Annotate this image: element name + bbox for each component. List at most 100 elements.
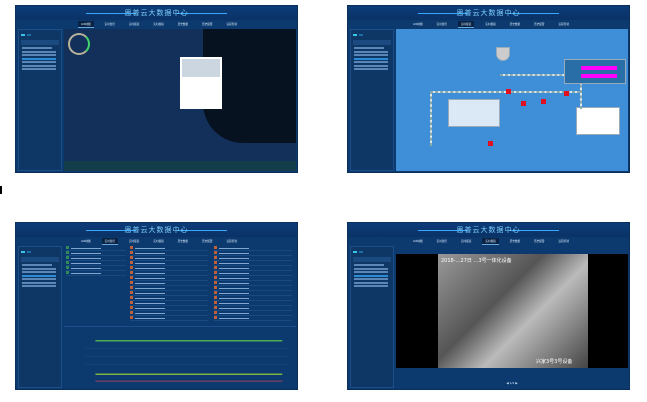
device-tree-item[interactable] — [22, 285, 56, 287]
table-row — [130, 261, 208, 266]
nav-tab[interactable]: 历史报警 — [534, 23, 545, 26]
device-tree-item[interactable] — [22, 274, 56, 277]
nav-tab[interactable]: 历史数据 — [509, 23, 521, 26]
device-tree-item[interactable] — [354, 274, 388, 277]
video-player[interactable]: 2018-…27日 …3号一体化设备 兴家3号3号设备 — [396, 254, 628, 368]
nav-tab[interactable]: 历史报警 — [534, 240, 545, 243]
device-status-ring — [68, 33, 90, 55]
prev-icon[interactable]: ◀ — [506, 381, 510, 385]
device-tree-item[interactable] — [22, 278, 56, 280]
nav-tab[interactable]: 远程控制 — [558, 23, 569, 26]
nav-tab[interactable]: 历史数据 — [177, 23, 189, 26]
valve-icon[interactable] — [541, 99, 546, 104]
clear-water-tank — [576, 107, 620, 135]
search-input[interactable] — [353, 257, 391, 262]
header: 思普云大数据中心 — [16, 223, 297, 237]
device-tree-item[interactable] — [354, 278, 388, 280]
table-row — [130, 311, 208, 316]
sidebar-tab[interactable] — [353, 251, 357, 253]
search-input[interactable] — [21, 257, 59, 262]
nav-tab[interactable]: 实时监控 — [436, 240, 447, 243]
nav-tab[interactable]: 远程控制 — [226, 240, 237, 243]
nav-tab[interactable]: 实时监控 — [101, 238, 118, 245]
sidebar-tab[interactable] — [27, 251, 31, 253]
main-nav: GIS地图 实时监控 实时报表 实时视频 历史数据 历史报警 远程控制 — [410, 21, 572, 28]
device-tree-item[interactable] — [354, 50, 388, 53]
nav-tab[interactable]: 实时报表 — [457, 21, 475, 28]
device-tree-item[interactable] — [354, 281, 388, 284]
nav-tab[interactable]: GIS地图 — [78, 21, 94, 28]
search-input[interactable] — [21, 40, 59, 45]
table-row — [214, 281, 292, 286]
nav-tab[interactable]: 实时监控 — [436, 23, 447, 26]
nav-tab[interactable]: 实时报表 — [128, 23, 140, 26]
sidebar-tab[interactable] — [359, 34, 363, 36]
device-tree-item[interactable] — [22, 64, 56, 67]
nav-tab[interactable]: 历史数据 — [177, 240, 189, 243]
screenshot-live-video: 思普云大数据中心 2018-…27日 …3号一体化设备 兴家3号3号设备 ◀ 1… — [347, 222, 630, 390]
device-tree-item[interactable] — [22, 47, 52, 49]
valve-icon[interactable] — [521, 101, 526, 106]
nav-tab[interactable]: 远程控制 — [558, 240, 569, 243]
device-tree-item[interactable] — [354, 47, 384, 49]
nav-tab[interactable]: 远程控制 — [226, 23, 237, 26]
nav-tab[interactable]: 实时视频 — [153, 240, 164, 243]
device-tree-item[interactable] — [354, 54, 388, 56]
nav-tab[interactable]: 实时报表 — [128, 240, 140, 243]
device-tree-item[interactable] — [354, 61, 388, 63]
device-tree-item[interactable] — [22, 68, 56, 70]
device-tree-item[interactable] — [354, 267, 388, 270]
valve-icon[interactable] — [564, 91, 569, 96]
table-row — [66, 271, 126, 276]
device-tree-item[interactable] — [22, 281, 56, 284]
table-row — [214, 246, 292, 251]
device-sidebar — [18, 246, 62, 388]
alarm-ticker — [64, 161, 296, 171]
search-input[interactable] — [353, 40, 391, 45]
nav-tab[interactable]: 实时视频 — [153, 23, 164, 26]
camera-frame — [438, 254, 588, 368]
device-tree-item[interactable] — [354, 271, 388, 273]
sidebar-tab[interactable] — [359, 251, 363, 253]
device-tree-item[interactable] — [22, 271, 56, 273]
device-tree-item[interactable] — [354, 64, 388, 67]
table-row — [66, 261, 126, 266]
sidebar-tab[interactable] — [27, 34, 31, 36]
valve-icon[interactable] — [488, 141, 493, 146]
device-sidebar — [350, 246, 394, 388]
sidebar-tab[interactable] — [21, 34, 25, 36]
nav-tab[interactable]: 实时报表 — [460, 240, 472, 243]
device-tree-item[interactable] — [354, 264, 384, 266]
valve-icon[interactable] — [506, 89, 511, 94]
table-row — [66, 246, 126, 251]
nav-tab[interactable]: GIS地图 — [413, 23, 423, 26]
table-row — [214, 271, 292, 276]
gis-map[interactable] — [64, 29, 296, 171]
nav-tab[interactable]: 实时视频 — [485, 23, 496, 26]
device-tree-item[interactable] — [22, 61, 56, 63]
table-row — [214, 301, 292, 306]
sidebar-tab[interactable] — [21, 251, 25, 253]
next-icon[interactable]: ▶ — [514, 381, 518, 385]
video-pager[interactable]: ◀ 1/2 ▶ — [396, 381, 628, 385]
device-tree-item[interactable] — [22, 50, 56, 53]
sidebar-tab[interactable] — [353, 34, 357, 36]
nav-tab[interactable]: 历史数据 — [509, 240, 521, 243]
device-tree-item[interactable] — [22, 267, 56, 270]
device-tree-item[interactable] — [354, 285, 388, 287]
table-row — [66, 266, 126, 271]
device-tree-item[interactable] — [354, 57, 388, 60]
nav-tab[interactable]: 实时监控 — [104, 23, 115, 26]
nav-tab[interactable]: 实时视频 — [482, 238, 499, 245]
device-tree-item[interactable] — [22, 54, 56, 56]
page-marker — [0, 186, 2, 194]
device-tree-item[interactable] — [354, 68, 388, 70]
nav-tab[interactable]: GIS地图 — [81, 240, 91, 243]
device-tree-item[interactable] — [22, 57, 56, 60]
nav-tab[interactable]: 历史报警 — [202, 23, 213, 26]
nav-tab[interactable]: GIS地图 — [413, 240, 423, 243]
nav-tab[interactable]: 历史报警 — [202, 240, 213, 243]
device-popup[interactable] — [180, 57, 222, 109]
device-tree-item[interactable] — [22, 264, 52, 266]
header: 思普云大数据中心 — [16, 6, 297, 20]
